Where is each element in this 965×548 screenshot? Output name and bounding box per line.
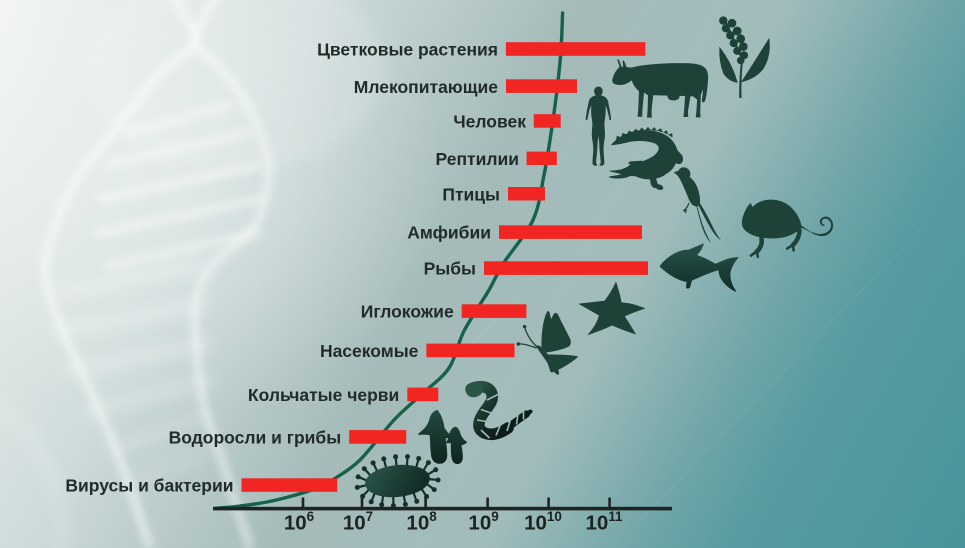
svg-text:Человек: Человек [453,112,526,132]
svg-text:1011: 1011 [585,509,623,535]
svg-text:Вирусы и бактерии: Вирусы и бактерии [65,476,233,496]
svg-text:109: 109 [468,509,498,535]
svg-text:Водоросли и грибы: Водоросли и грибы [169,428,342,448]
svg-text:Кольчатые черви: Кольчатые черви [248,385,399,405]
svg-text:Млекопитающие: Млекопитающие [354,77,499,97]
svg-text:Цветковые растения: Цветковые растения [317,40,498,60]
svg-text:Птицы: Птицы [442,184,500,204]
svg-text:Иглокожие: Иглокожие [361,302,454,322]
svg-text:Амфибии: Амфибии [407,223,491,243]
svg-text:107: 107 [343,509,373,535]
svg-text:Рептилии: Рептилии [435,149,519,169]
svg-text:1010: 1010 [524,509,562,535]
svg-text:Насекомые: Насекомые [320,341,419,361]
svg-text:Рыбы: Рыбы [424,259,476,279]
svg-text:108: 108 [406,509,437,535]
svg-text:106: 106 [284,509,315,535]
